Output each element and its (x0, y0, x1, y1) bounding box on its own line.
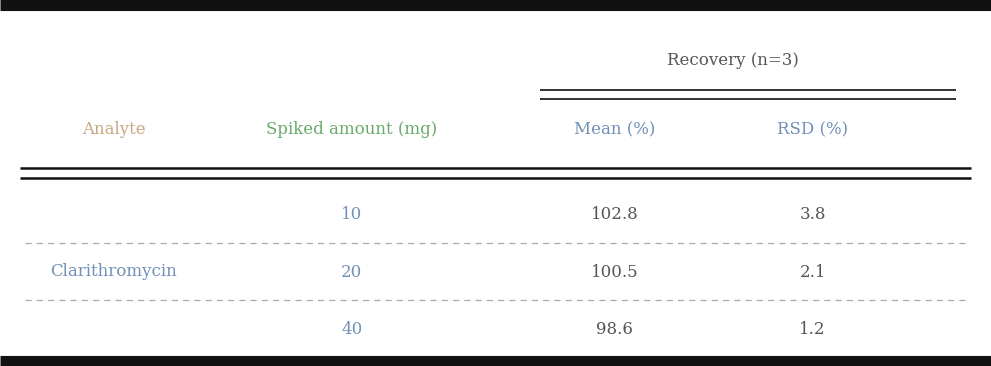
Text: 100.5: 100.5 (591, 264, 638, 281)
Text: 2.1: 2.1 (800, 264, 826, 281)
Text: 102.8: 102.8 (591, 206, 638, 223)
Text: 3.8: 3.8 (800, 206, 826, 223)
Text: Recovery (n=3): Recovery (n=3) (667, 52, 800, 69)
Text: 40: 40 (341, 321, 363, 338)
Text: RSD (%): RSD (%) (777, 122, 848, 138)
Text: Mean (%): Mean (%) (574, 122, 655, 138)
Text: 20: 20 (341, 264, 363, 281)
Text: 10: 10 (341, 206, 363, 223)
Text: Spiked amount (mg): Spiked amount (mg) (267, 122, 437, 138)
Text: 1.2: 1.2 (800, 321, 826, 338)
Text: Analyte: Analyte (82, 122, 146, 138)
Text: 98.6: 98.6 (596, 321, 633, 338)
Text: Clarithromycin: Clarithromycin (51, 263, 177, 280)
